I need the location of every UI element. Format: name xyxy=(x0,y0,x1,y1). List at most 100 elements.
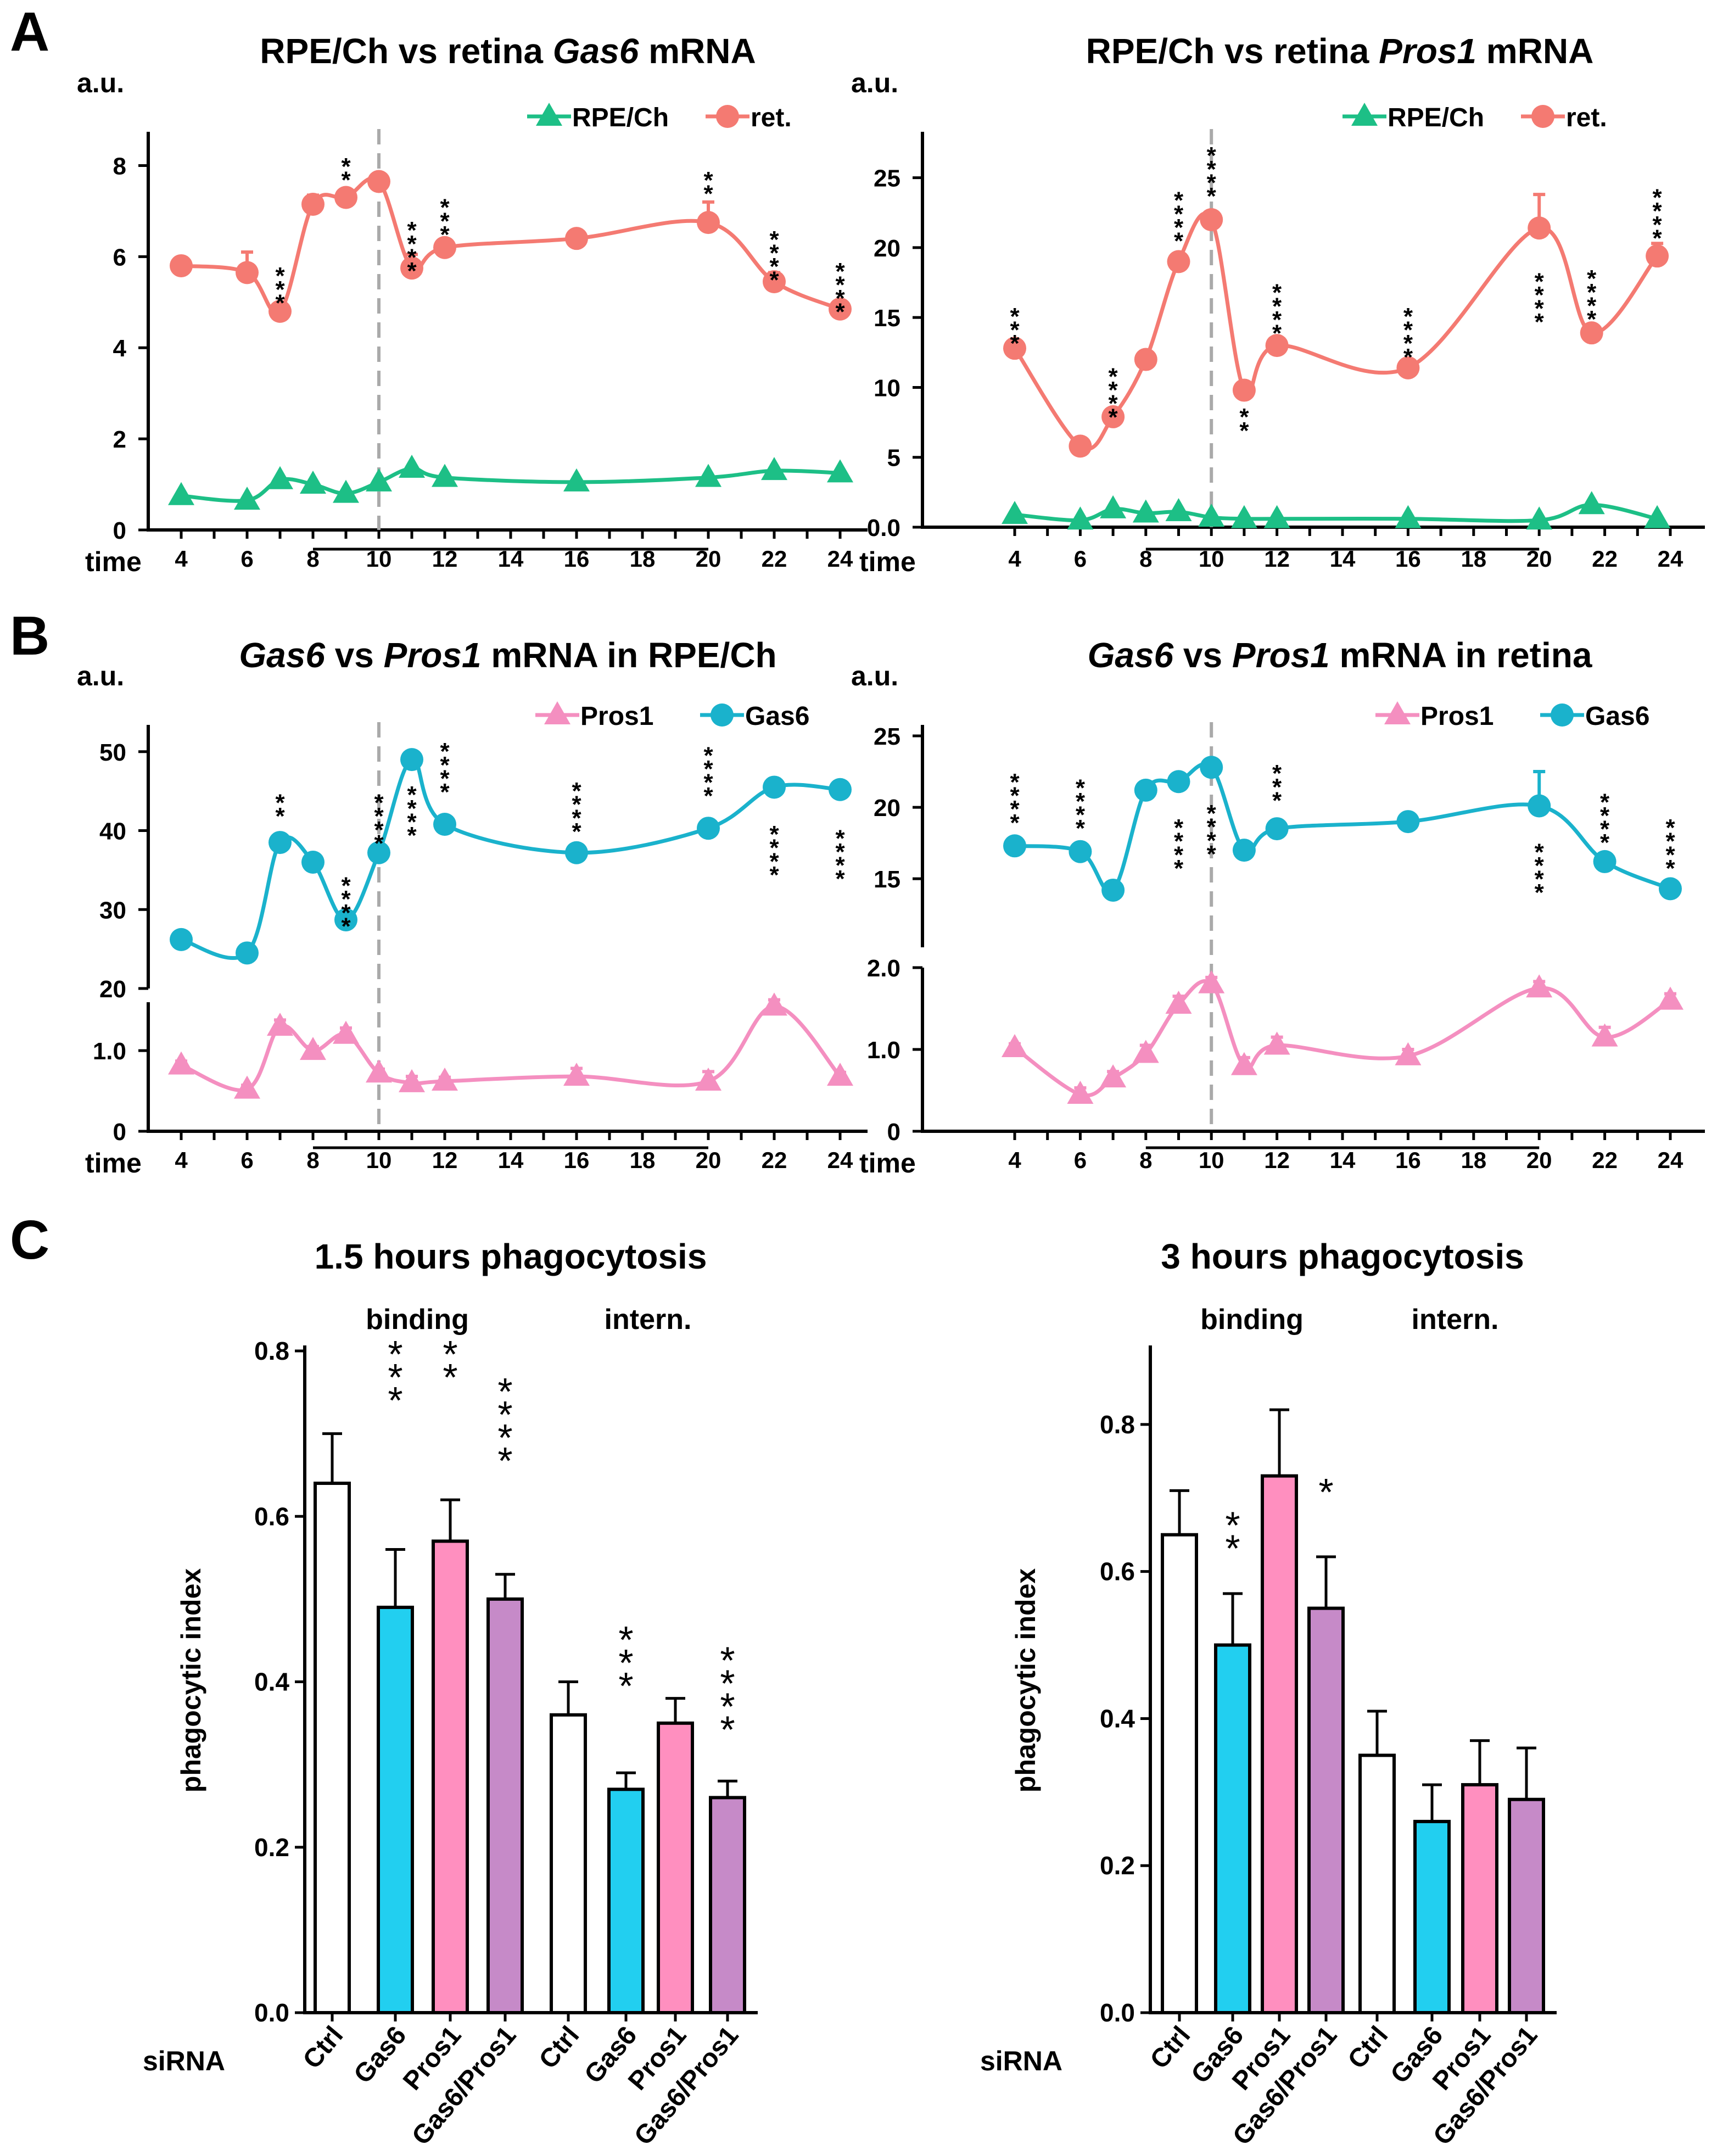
significance-star: * xyxy=(440,194,450,221)
significance-star: * xyxy=(835,865,845,892)
data-point xyxy=(1351,103,1378,126)
significance-star: * xyxy=(1010,317,1020,344)
data-point xyxy=(234,1075,260,1099)
significance-star: * xyxy=(443,1333,457,1376)
bar-ctrl xyxy=(314,1482,351,2014)
y-tick-label: 10 xyxy=(874,375,900,401)
significance-star: * xyxy=(769,267,779,294)
significance-star: * xyxy=(1272,280,1282,306)
data-point xyxy=(1395,505,1422,528)
significance-star: * xyxy=(703,181,713,208)
panel-letter-a: A xyxy=(10,1,49,63)
x-tick-label: 6 xyxy=(240,546,253,572)
data-point xyxy=(1002,1034,1028,1058)
data-point xyxy=(1265,334,1289,358)
significance-star: * xyxy=(1403,303,1413,330)
data-point xyxy=(695,1067,721,1091)
x-tick-label: 24 xyxy=(827,546,853,572)
significance-star: * xyxy=(1587,292,1597,319)
significance-star: * xyxy=(1174,828,1184,855)
significance-star: * xyxy=(1272,306,1282,333)
data-point xyxy=(433,813,456,836)
significance-star: * xyxy=(388,1356,402,1399)
significance-star: * xyxy=(407,822,417,849)
data-point xyxy=(1069,840,1092,863)
y-tick-label: 40 xyxy=(99,818,126,845)
series-line-gas6 xyxy=(1014,762,1671,894)
significance-star: * xyxy=(374,830,384,857)
data-point xyxy=(366,468,392,491)
x-tick-label: 16 xyxy=(1395,1147,1421,1173)
y-tick-label: 5 xyxy=(887,445,900,472)
significance-star: * xyxy=(440,221,450,248)
y-tick-label: 0.2 xyxy=(1100,1851,1135,1880)
chart-title: RPE/Ch vs retina Gas6 mRNA xyxy=(260,31,756,71)
significance-star: * xyxy=(1010,769,1020,796)
data-point xyxy=(1167,770,1190,794)
significance-star: * xyxy=(1010,303,1020,330)
data-point xyxy=(1531,105,1554,128)
significance-star: * xyxy=(1535,295,1545,322)
significance-star: * xyxy=(1207,169,1217,196)
data-point xyxy=(1528,794,1551,818)
legend-label: Gas6 xyxy=(1585,702,1649,731)
significance-star: * xyxy=(1174,814,1184,841)
data-point xyxy=(236,941,259,965)
category-label: Ctrl xyxy=(534,2021,585,2074)
significance-star: * xyxy=(1600,816,1610,843)
x-tick-label: 8 xyxy=(1139,1147,1152,1173)
group-label: intern. xyxy=(1412,1304,1499,1336)
data-point xyxy=(269,831,292,854)
significance-star: * xyxy=(618,1665,633,1707)
x-tick-label: 4 xyxy=(175,1147,188,1173)
significance-star: * xyxy=(1207,841,1217,868)
significance-star: * xyxy=(275,276,285,303)
x-tick-label: 18 xyxy=(1461,1147,1486,1173)
data-point xyxy=(234,487,260,510)
data-point xyxy=(170,928,193,951)
significance-star: * xyxy=(1600,829,1610,856)
data-point xyxy=(1232,839,1256,862)
significance-star: * xyxy=(1318,1471,1333,1513)
y-tick-label: 15 xyxy=(874,305,900,332)
significance-star: * xyxy=(275,289,285,316)
category-label: Ctrl xyxy=(1343,2021,1394,2074)
significance-star: * xyxy=(341,167,351,194)
data-point xyxy=(1591,1023,1618,1047)
group-label: intern. xyxy=(605,1304,692,1336)
significance-star: * xyxy=(1207,142,1217,169)
significance-star: * xyxy=(835,299,845,326)
data-point xyxy=(544,701,570,724)
chart-title: 1.5 hours phagocytosis xyxy=(315,1237,707,1276)
title-part: mRNA in retina xyxy=(1330,635,1592,675)
y-tick-label: 25 xyxy=(874,165,900,192)
y-tick-label: 0 xyxy=(887,1119,900,1146)
title-part: mRNA in RPE/Ch xyxy=(482,635,777,675)
data-point xyxy=(1384,701,1411,724)
significance-star: * xyxy=(835,852,845,879)
significance-star: * xyxy=(1665,855,1675,882)
x-axis-label: siRNA xyxy=(980,2046,1062,2076)
data-point xyxy=(170,254,193,277)
data-point xyxy=(1580,321,1603,345)
data-point xyxy=(433,236,456,259)
significance-star: * xyxy=(1653,211,1663,238)
y-tick-label: 0.4 xyxy=(254,1668,289,1696)
y-tick-label: 0.4 xyxy=(1100,1704,1135,1733)
significance-star: * xyxy=(1272,774,1282,801)
title-part: vs xyxy=(325,635,384,675)
significance-star: * xyxy=(275,262,285,289)
legend-label: Gas6 xyxy=(745,702,809,731)
data-point xyxy=(829,297,852,321)
chart-title: Gas6 vs Pros1 mRNA in retina xyxy=(1088,635,1592,675)
y-tick-label: 8 xyxy=(113,153,126,180)
significance-star: * xyxy=(341,153,351,180)
significance-star: * xyxy=(1207,156,1217,183)
significance-star: * xyxy=(1076,774,1086,801)
significance-star: * xyxy=(618,1618,633,1661)
y-axis-label: a.u. xyxy=(851,68,898,98)
significance-star: * xyxy=(374,803,384,830)
significance-star: * xyxy=(720,1708,735,1751)
data-point xyxy=(565,227,588,250)
bar-ctrl xyxy=(1358,1753,1396,2015)
